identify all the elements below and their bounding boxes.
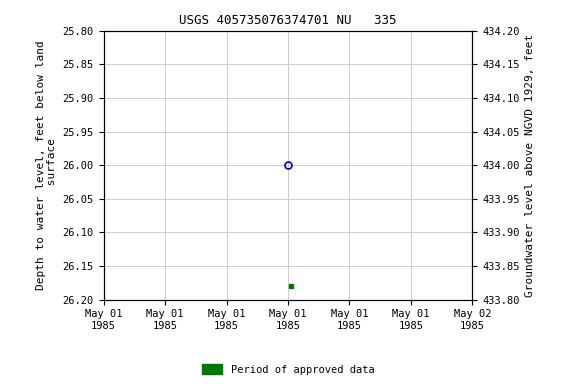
Y-axis label: Depth to water level, feet below land
 surface: Depth to water level, feet below land su… <box>36 40 57 290</box>
Y-axis label: Groundwater level above NGVD 1929, feet: Groundwater level above NGVD 1929, feet <box>525 33 535 297</box>
Title: USGS 405735076374701 NU   335: USGS 405735076374701 NU 335 <box>179 14 397 27</box>
Legend: Period of approved data: Period of approved data <box>198 360 378 379</box>
